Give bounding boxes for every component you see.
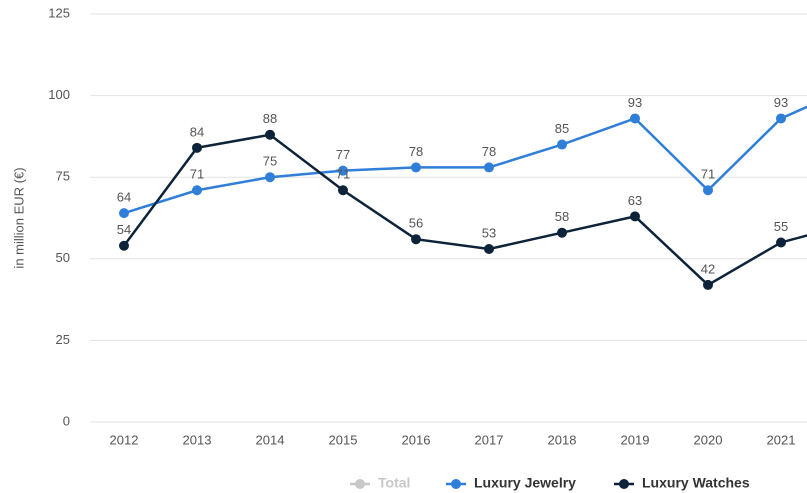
y-tick-label: 50: [56, 250, 70, 265]
data-point: [119, 208, 129, 219]
y-tick-label: 25: [56, 332, 70, 347]
data-label: 64: [117, 190, 131, 205]
x-tick-label: 2013: [183, 432, 212, 447]
legend-label[interactable]: Total: [378, 475, 410, 491]
data-label: 93: [628, 95, 642, 110]
data-label: 78: [409, 144, 423, 159]
data-point: [411, 234, 421, 245]
series-line: [123, 105, 807, 215]
data-point: [484, 244, 494, 255]
data-point: [338, 185, 348, 196]
data-point: [265, 172, 275, 183]
data-point: [557, 139, 567, 150]
legend-symbol: [619, 479, 629, 489]
data-point: [119, 240, 129, 251]
x-tick-label: 2017: [475, 432, 504, 447]
x-tick-label: 2015: [329, 432, 358, 447]
data-point: [484, 162, 494, 173]
data-label: 93: [774, 95, 788, 110]
data-point: [557, 227, 567, 238]
data-point: [703, 279, 713, 290]
data-label: 84: [190, 124, 204, 139]
data-label: 75: [263, 154, 277, 169]
data-point: [192, 142, 202, 153]
y-tick-label: 0: [63, 413, 70, 428]
data-point: [192, 185, 202, 196]
y-tick-label: 75: [56, 169, 70, 184]
data-point: [630, 113, 640, 124]
data-label: 71: [336, 167, 350, 182]
data-label: 71: [701, 167, 715, 182]
x-tick-label: 2021: [767, 432, 796, 447]
data-label: 42: [701, 261, 715, 276]
data-point: [776, 237, 786, 248]
x-tick-label: 2020: [694, 432, 723, 447]
y-axis-label: in million EUR (€): [11, 167, 26, 268]
data-label: 63: [628, 193, 642, 208]
y-tick-label: 100: [48, 87, 70, 102]
legend-label[interactable]: Luxury Jewelry: [474, 475, 576, 491]
x-tick-label: 2019: [621, 432, 650, 447]
data-point: [265, 129, 275, 140]
data-label: 54: [117, 222, 131, 237]
data-label: 78: [482, 144, 496, 159]
data-label: 85: [555, 121, 569, 136]
data-label: 55: [774, 219, 788, 234]
legend-symbol: [355, 479, 365, 489]
data-label: 53: [482, 225, 496, 240]
data-label: 56: [409, 216, 423, 231]
x-tick-label: 2018: [548, 432, 577, 447]
legend-symbol: [451, 479, 461, 489]
data-point: [411, 162, 421, 173]
data-point: [703, 185, 713, 196]
x-tick-label: 2014: [256, 432, 285, 447]
data-label: 77: [336, 147, 350, 162]
data-label: 71: [190, 167, 204, 182]
data-point: [630, 211, 640, 222]
x-tick-label: 2016: [402, 432, 431, 447]
data-point: [338, 165, 348, 176]
legend-label[interactable]: Luxury Watches: [642, 475, 750, 491]
x-tick-label: 2012: [110, 432, 139, 447]
data-label: 58: [555, 209, 569, 224]
y-tick-label: 125: [48, 5, 70, 20]
data-point: [776, 113, 786, 124]
data-label: 88: [263, 111, 277, 126]
